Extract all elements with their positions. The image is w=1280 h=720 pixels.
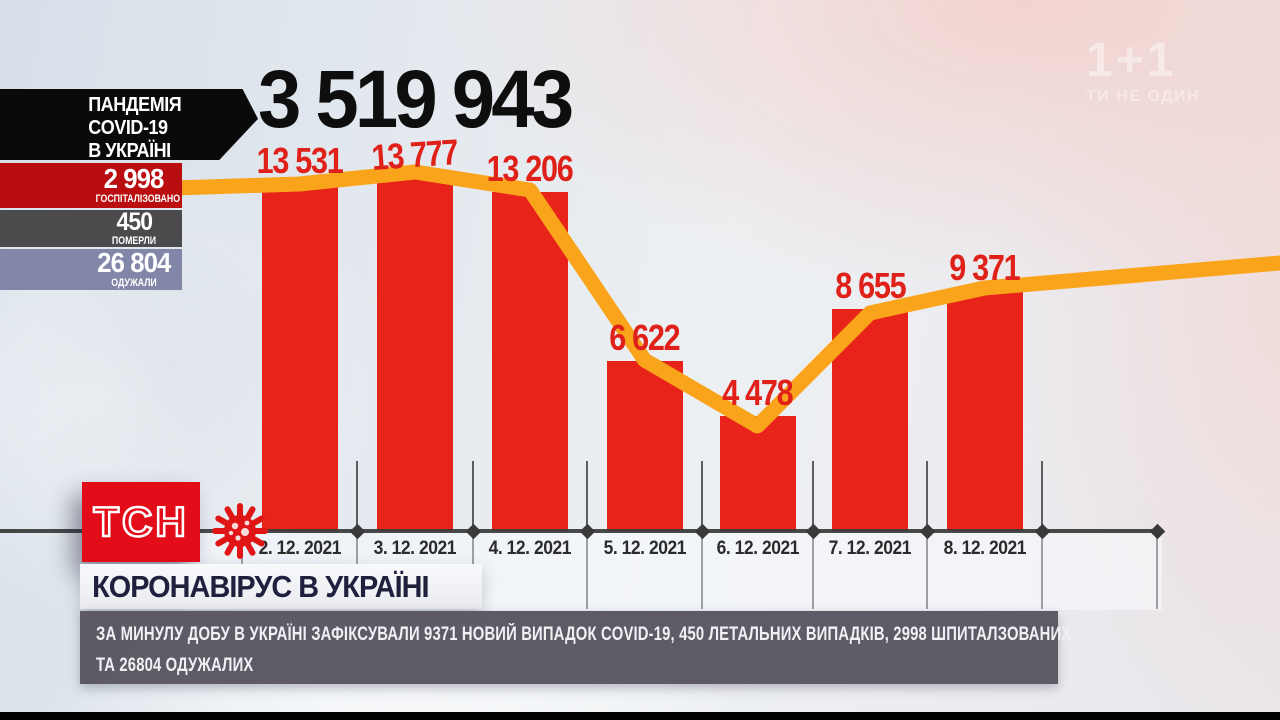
bar-value-text: 4 478 <box>722 372 793 413</box>
axis-tick <box>586 461 588 531</box>
x-axis-date-text: 4. 12. 2021 <box>488 538 572 559</box>
axis-divider <box>1041 531 1043 609</box>
stat-deaths-value: 450 <box>116 207 153 236</box>
x-axis-date: 6. 12. 2021 <box>702 538 813 560</box>
bar-value-label: 9 371 <box>910 249 1060 287</box>
stat-recovered: 26 804 ОДУЖАЛИ <box>0 249 182 290</box>
channel-slogan: ТИ НЕ ОДИН <box>1086 88 1201 105</box>
daily-cases-bar <box>832 309 908 531</box>
x-axis-date-text: 2. 12. 2021 <box>258 538 341 559</box>
x-axis-date-text: 3. 12. 2021 <box>373 538 457 559</box>
axis-divider <box>1156 531 1158 609</box>
stat-recovered-value: 26 804 <box>97 247 171 278</box>
channel-logo: 1+1 <box>1086 34 1177 87</box>
headline-bar: КОРОНАВІРУС В УКРАЇНІ <box>80 564 482 609</box>
axis-tick <box>356 461 358 531</box>
axis-divider <box>926 531 928 609</box>
ticker-line-1: ЗА МИНУЛУ ДОБУ В УКРАЇНІ ЗАФІКСУВАЛИ 937… <box>96 624 1072 645</box>
stat-hospitalized-label: ГОСПІТАЛІЗОВАНО <box>95 193 181 205</box>
axis-divider <box>812 531 814 609</box>
daily-cases-bar <box>492 192 568 531</box>
bar-value-label: 4 478 <box>683 374 833 412</box>
pandemic-title-line: ПАНДЕМІЯ <box>88 94 182 116</box>
bar-value-text: 13 206 <box>487 148 574 189</box>
pandemic-title-line: В УКРАЇНІ <box>88 140 171 162</box>
bar-value-text: 13 531 <box>256 140 344 181</box>
pandemic-title-box: ПАНДЕМІЯ COVID-19 В УКРАЇНІ <box>0 89 258 160</box>
stat-recovered-label: ОДУЖАЛИ <box>111 277 157 289</box>
x-axis-date: 2. 12. 2021 <box>242 538 357 560</box>
daily-cases-bar <box>606 361 683 531</box>
total-cases-number: 3 519 943 <box>258 54 574 145</box>
stat-hospitalized: 2 998 ГОСПІТАЛІЗОВАНО <box>0 163 182 208</box>
axis-tick <box>812 461 814 531</box>
axis-tick <box>1041 461 1043 531</box>
x-axis-date: 7. 12. 2021 <box>813 538 927 560</box>
x-axis-date: 4. 12. 2021 <box>473 538 587 560</box>
x-axis-date: 5. 12. 2021 <box>587 538 702 560</box>
x-axis-date-text: 5. 12. 2021 <box>603 538 686 559</box>
axis-divider <box>701 531 703 609</box>
x-axis-date-text: 7. 12. 2021 <box>828 538 912 559</box>
bar-value-label: 6 622 <box>570 319 720 357</box>
stat-hospitalized-value: 2 998 <box>104 163 165 194</box>
bar-value-text: 9 371 <box>949 247 1020 288</box>
letterbox-bar <box>0 712 1280 720</box>
headline-text: КОРОНАВІРУС В УКРАЇНІ <box>92 568 429 604</box>
daily-cases-bar <box>946 291 1023 531</box>
stat-deaths-label: ПОМЕРЛИ <box>111 234 157 247</box>
bar-value-label: 13 206 <box>455 150 605 188</box>
virus-icon <box>212 503 268 559</box>
axis-tick <box>701 461 703 531</box>
axis-tick <box>472 461 474 531</box>
daily-cases-bar <box>719 416 796 531</box>
daily-cases-bar <box>261 184 338 531</box>
x-axis-date: 8. 12. 2021 <box>927 538 1042 560</box>
tsn-logo: ТСН <box>82 482 200 562</box>
ticker-line-2: ТА 26804 ОДУЖАЛИХ <box>96 655 254 676</box>
axis-tick <box>926 461 928 531</box>
news-ticker: ЗА МИНУЛУ ДОБУ В УКРАЇНІ ЗАФІКСУВАЛИ 937… <box>80 611 1072 684</box>
stat-deaths: 450 ПОМЕРЛИ <box>0 207 182 247</box>
x-axis-date: 3. 12. 2021 <box>357 538 473 560</box>
bar-value-text: 6 622 <box>609 317 680 358</box>
axis-divider <box>586 531 588 609</box>
x-axis-date-text: 8. 12. 2021 <box>943 538 1026 559</box>
bar-value-text: 8 655 <box>834 265 906 306</box>
tsn-logo-text: ТСН <box>92 497 189 547</box>
pandemic-title-line: COVID-19 <box>88 117 168 139</box>
daily-cases-bar <box>377 178 453 531</box>
x-axis-date-text: 6. 12. 2021 <box>716 538 799 559</box>
